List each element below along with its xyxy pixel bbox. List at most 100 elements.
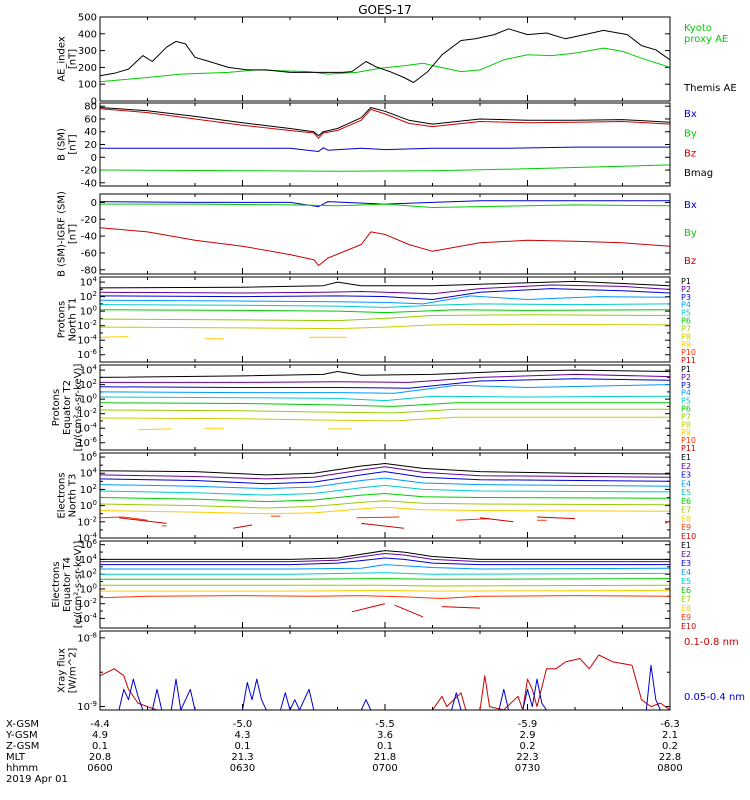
ephemeris-value: -5.9	[518, 719, 538, 730]
legend-entry: P3	[681, 381, 691, 390]
legend: 0.1-0.8 nm 0.05-0.4 nm	[684, 637, 745, 703]
legend-entry: E4	[681, 568, 691, 577]
legend-entry: E5	[681, 577, 691, 586]
ylabel-line: Protons	[57, 301, 68, 338]
panel-frame	[99, 630, 671, 711]
ephemeris-value: -5.0	[233, 719, 253, 730]
series-line-e3	[100, 557, 670, 566]
legend-entry: E5	[681, 488, 691, 497]
ytick-label: 400	[78, 29, 97, 40]
legend-entry: P11	[681, 356, 696, 365]
legend-entry: proxy AE	[684, 34, 728, 45]
ephemeris-value: 0800	[657, 763, 682, 774]
ytick-label: 500	[78, 13, 97, 24]
ytick-label: 10-4	[77, 334, 97, 347]
ytick-label: 10-2	[77, 319, 97, 332]
series-line-e5	[100, 572, 670, 575]
ytick-label: 100	[78, 80, 97, 91]
ephemeris-value: 4.9	[92, 730, 108, 741]
ytick-label: 104	[80, 467, 98, 480]
ytick-label: 300	[78, 46, 97, 57]
ytick-label: 102	[80, 290, 97, 303]
ytick-label: -40	[81, 178, 97, 189]
series-line-p5	[100, 395, 670, 402]
legend-entry: P9	[681, 340, 691, 349]
ylabel-line: Equator T4	[62, 557, 73, 612]
legend-entry: E6	[681, 497, 691, 506]
ylabel-line: [p/(cm²-s-sr-keV)]	[73, 364, 84, 452]
ephemeris-value: 20.8	[89, 752, 111, 763]
legend: Bx By Bz	[684, 200, 697, 267]
series-line-e2	[100, 553, 670, 563]
series-line-by	[100, 164, 670, 172]
series-line-themis-ae	[100, 28, 670, 83]
series-line-e10	[118, 516, 576, 529]
series-line-e10	[351, 603, 481, 618]
legend-entry: E3	[681, 471, 691, 480]
legend-entry: E1	[681, 541, 691, 550]
legend-entry: 0.05-0.4 nm	[684, 692, 745, 703]
series-line-e3	[100, 471, 670, 485]
ephemeris-row-label: MLT	[6, 752, 26, 763]
ephemeris-row-label: Y-GSM	[5, 730, 38, 741]
ephemeris-value: 0700	[372, 763, 397, 774]
series-group	[100, 107, 670, 172]
series-line-e2	[100, 466, 670, 480]
legend-entry: P6	[681, 405, 691, 414]
series-line-by	[100, 203, 670, 208]
series-line-p1	[100, 369, 670, 378]
ephemeris-value: 0600	[87, 763, 112, 774]
ytick-label: 10-9	[77, 700, 97, 713]
ephemeris-value: 22.8	[659, 752, 681, 763]
panel-b-sm-igrf: -80 -60 -40 -20 0 B (SM)-IGRF (SM) [nT] Bx By Bz	[57, 191, 697, 277]
panel-frame	[99, 193, 671, 275]
ephemeris-row-label: X-GSM	[6, 719, 39, 730]
ylabel-line: B (SM)-IGRF (SM)	[57, 191, 68, 277]
series-line-e1	[100, 550, 670, 560]
legend-entry: E3	[681, 559, 691, 568]
series-line-p9	[137, 427, 352, 431]
legend-entry: E10	[681, 532, 696, 541]
ytick-label: 104	[80, 276, 98, 289]
series-line-bmag	[100, 107, 670, 137]
legend-entry: P5	[681, 397, 691, 406]
legend-entry: P7	[681, 324, 691, 333]
ylabel-line: Electrons	[51, 561, 62, 607]
panel-frame	[99, 364, 671, 451]
legend-entry: E8	[681, 604, 691, 613]
series-line-e5	[100, 484, 670, 496]
legend-entry: Bz	[684, 256, 696, 267]
legend-entry: P4	[681, 301, 691, 310]
series-line-p5	[100, 303, 670, 308]
legend-entry: Kyoto	[684, 23, 712, 34]
legend-entry: E6	[681, 586, 691, 595]
ephemeris-value: 0630	[230, 763, 255, 774]
series-line-bz	[100, 108, 670, 139]
ephemeris-value: -5.5	[375, 719, 395, 730]
ephemeris-value: 22.3	[516, 752, 538, 763]
ephemeris-table: X-GSMY-GSMZ-GSMMLThhmm-4.44.90.120.80600…	[5, 719, 683, 785]
ylabel-line: AE_index	[57, 36, 68, 82]
series-line-e4	[100, 564, 670, 570]
legend-entry: P9	[681, 428, 691, 437]
ytick-label: 102	[80, 483, 97, 496]
legend-entry: By	[684, 129, 697, 140]
series-line-e8	[100, 506, 670, 515]
series-line-e4	[100, 477, 670, 490]
series-line-bx	[100, 200, 670, 208]
series-line-e7	[100, 500, 670, 509]
legend-entry: E9	[681, 613, 691, 622]
panel-xray-flux: 10-9 10-8 Xray flux [W/m^2] 0.1-0.8 nm 0.05-0…	[57, 630, 745, 713]
ytick-label: 0	[91, 97, 97, 108]
ylabel-line: B (SM)	[57, 128, 68, 161]
legend-entry: P10	[681, 436, 696, 445]
legend-entry: P2	[681, 373, 691, 382]
series-group	[100, 369, 670, 431]
